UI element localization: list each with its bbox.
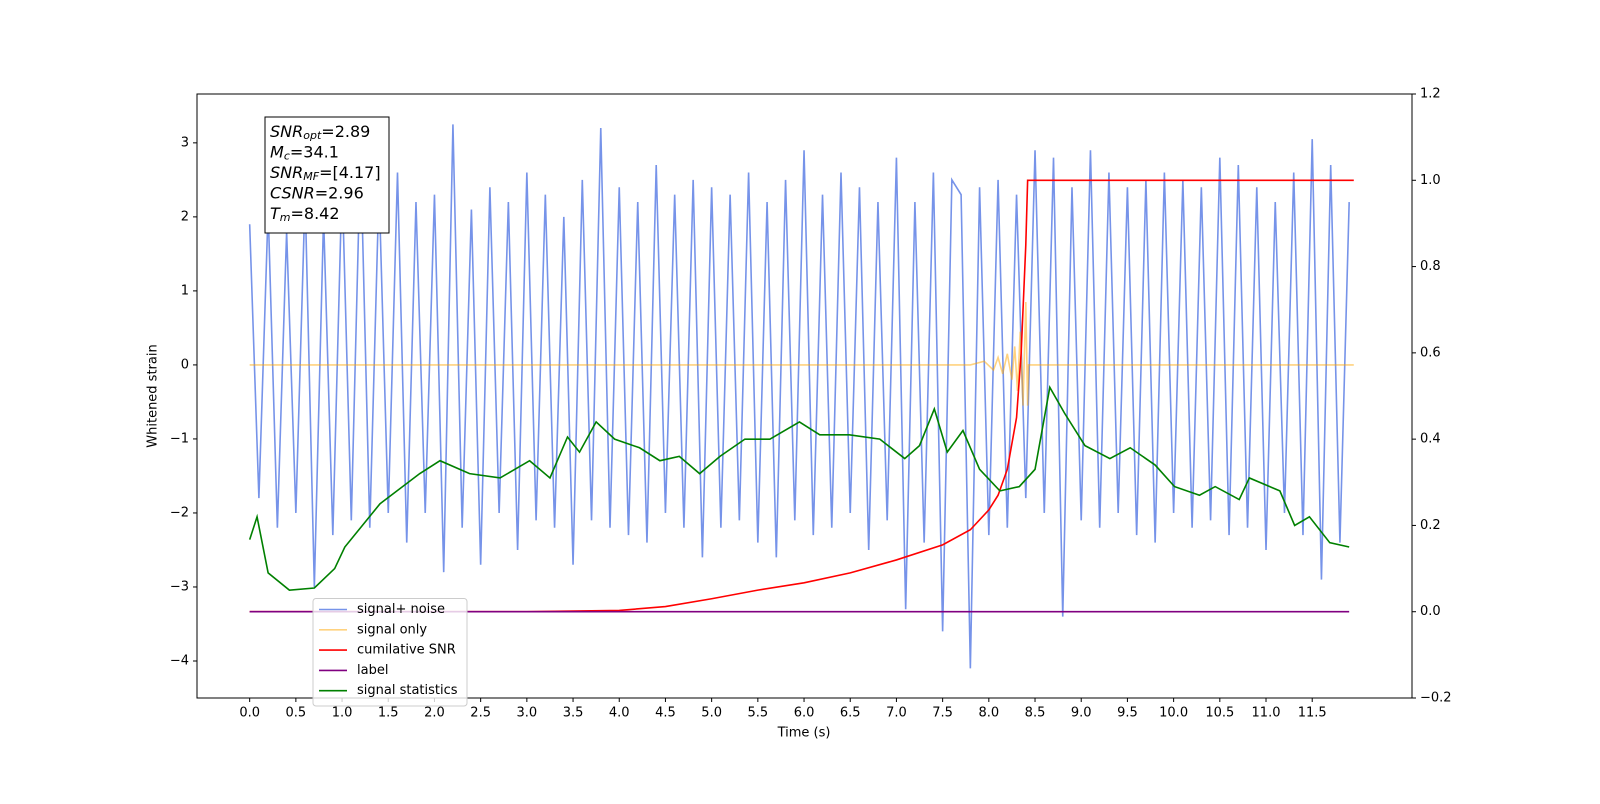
x-tick-label: 0.0 bbox=[239, 706, 260, 721]
y-tick-label: 3 bbox=[181, 135, 189, 150]
x-tick-label: 5.5 bbox=[747, 706, 768, 721]
x-tick-label: 7.0 bbox=[886, 706, 907, 721]
legend-frame bbox=[312, 598, 468, 707]
stats-value: =34.1 bbox=[290, 142, 339, 161]
stats-box-frame bbox=[264, 116, 390, 234]
x-tick-label: 7.5 bbox=[932, 706, 953, 721]
stats-text: Tm=8.42 bbox=[270, 204, 340, 225]
legend-label: label bbox=[357, 663, 388, 678]
y-tick-label: 1 bbox=[181, 283, 189, 298]
x-tick-label: 1.5 bbox=[378, 706, 399, 721]
legend-label: signal statistics bbox=[357, 683, 458, 698]
stats-text: Mc=34.1 bbox=[270, 142, 339, 163]
x-tick-label: 1.0 bbox=[332, 706, 353, 721]
stats-name: CSNR bbox=[270, 183, 315, 202]
y2-tick-label: −0.2 bbox=[1420, 691, 1452, 706]
y-axis-label: Whitened strain bbox=[146, 344, 161, 447]
stats-name: T bbox=[270, 204, 281, 223]
y2-tick-label: 0.0 bbox=[1420, 604, 1441, 619]
series-line bbox=[248, 385, 1350, 591]
x-axis-label: Time (s) bbox=[777, 726, 831, 741]
y-tick-label: −1 bbox=[170, 431, 189, 446]
x-tick-label: 4.5 bbox=[655, 706, 676, 721]
x-tick-label: 10.0 bbox=[1159, 706, 1188, 721]
legend-label: cumilative SNR bbox=[357, 643, 456, 658]
x-tick-label: 10.5 bbox=[1205, 706, 1234, 721]
x-tick-label: 2.5 bbox=[470, 706, 491, 721]
series-line bbox=[249, 301, 1354, 406]
x-tick-label: 11.0 bbox=[1252, 706, 1281, 721]
x-tick-label: 8.5 bbox=[1025, 706, 1046, 721]
x-tick-label: 2.0 bbox=[424, 706, 445, 721]
y2-tick-label: 0.8 bbox=[1420, 259, 1441, 274]
stats-sub: c bbox=[284, 150, 290, 163]
stats-value: =[4.17] bbox=[319, 163, 381, 182]
y2-tick-label: 0.6 bbox=[1420, 345, 1441, 360]
stats-text: SNRMF=[4.17] bbox=[270, 163, 381, 184]
stats-value: =2.89 bbox=[321, 122, 370, 141]
y-tick-label: −2 bbox=[170, 505, 189, 520]
stats-sub: m bbox=[280, 211, 291, 224]
stats-name: SNR bbox=[270, 163, 303, 182]
stats-text: CSNR=2.96 bbox=[270, 183, 364, 202]
stats-name: SNR bbox=[270, 122, 303, 141]
x-tick-label: 9.5 bbox=[1117, 706, 1138, 721]
x-tick-label: 3.0 bbox=[517, 706, 538, 721]
stats-value: =2.96 bbox=[315, 183, 364, 202]
stats-value: =8.42 bbox=[291, 204, 340, 223]
legend: signal+ noise signal only cumilative SNR la… bbox=[312, 598, 468, 707]
legend-label: signal+ noise bbox=[357, 602, 445, 617]
stats-name: M bbox=[270, 142, 284, 161]
x-tick-label: 5.0 bbox=[701, 706, 722, 721]
stats-box: SNRopt=2.89Mc=34.1SNRMF=[4.17]CSNR=2.96T… bbox=[264, 116, 390, 234]
y2-tick-label: 1.2 bbox=[1420, 87, 1441, 102]
x-tick-label: 3.5 bbox=[563, 706, 584, 721]
series-line bbox=[249, 179, 1354, 613]
y2-tick-label: 0.4 bbox=[1420, 432, 1441, 447]
x-tick-label: 0.5 bbox=[286, 706, 307, 721]
x-tick-label: 4.0 bbox=[609, 706, 630, 721]
y-tick-label: 2 bbox=[181, 209, 189, 224]
y-tick-label: −3 bbox=[170, 579, 189, 594]
stats-sub: MF bbox=[303, 170, 319, 183]
x-tick-label: 6.5 bbox=[840, 706, 861, 721]
y-tick-label: 0 bbox=[181, 357, 189, 372]
x-tick-label: 6.0 bbox=[794, 706, 815, 721]
series-line bbox=[248, 124, 1350, 669]
y2-tick-label: 1.0 bbox=[1420, 173, 1441, 188]
x-tick-label: 8.0 bbox=[978, 706, 999, 721]
y2-tick-label: 0.2 bbox=[1420, 518, 1441, 533]
legend-label: signal only bbox=[357, 622, 427, 637]
y-tick-label: −4 bbox=[170, 653, 189, 668]
stats-text: SNRopt=2.89 bbox=[270, 122, 370, 143]
x-tick-label: 11.5 bbox=[1298, 706, 1327, 721]
stats-sub: opt bbox=[303, 129, 322, 142]
x-tick-label: 9.0 bbox=[1071, 706, 1092, 721]
